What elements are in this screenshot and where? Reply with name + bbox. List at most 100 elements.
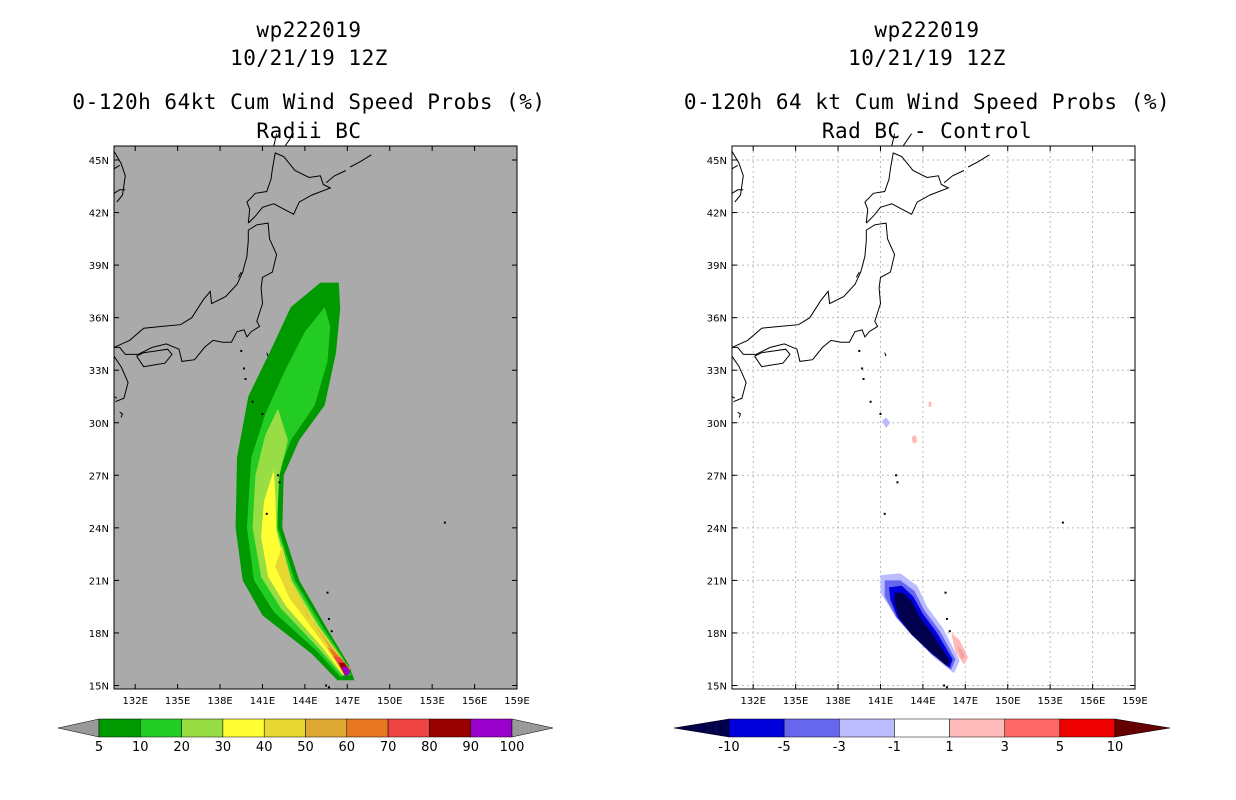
x-tick-label: 135E [165,696,190,707]
y-tick-label: 15N [707,681,727,692]
prob-contour-20 [252,408,351,675]
island-marker [327,686,330,689]
colorbar-label: -5 [778,740,791,755]
colorbar-high-arrow [1114,718,1171,738]
island-marker [244,377,247,380]
coastline-segment [266,352,269,357]
colorbar-swatch [263,718,306,738]
colorbar-label: 5 [95,740,103,755]
y-tick-label: 27N [89,471,109,482]
coastline-segment [113,222,278,362]
x-tick-label: 132E [741,696,766,707]
coastline-segment [113,355,129,403]
plot-frame [731,145,1136,690]
coastline-segment [884,352,887,357]
colorbar-swatch [222,718,265,738]
island-marker [325,684,328,687]
island-marker [945,686,948,689]
colorbar-label: 80 [421,740,438,755]
colorbar-swatch [1059,718,1116,738]
y-tick-label: 30N [89,419,109,430]
left-storm-id: wp222019 [256,18,362,42]
colorbar-label: 50 [297,740,314,755]
y-tick-label: 18N [89,629,109,640]
coastline-segment [113,189,126,194]
island-marker [861,367,864,370]
coastline-segment [902,133,913,147]
y-tick-label: 39N [707,261,727,272]
y-tick-label: 24N [89,524,109,535]
x-tick-label: 156E [1080,696,1105,707]
colorbar-label: 1 [945,740,953,755]
colorbar-label: 3 [1001,740,1009,755]
y-tick-label: 27N [707,471,727,482]
colorbar-label: 20 [173,740,190,755]
coastline-segment [891,133,896,147]
coastline-segment [855,271,860,278]
colorbar-label: 30 [215,740,232,755]
island-marker [261,412,264,415]
y-tick-label: 30N [707,419,727,430]
coastline-segment [731,189,744,194]
x-tick-label: 132E [123,696,148,707]
coastline-segment [284,133,295,147]
island-marker [895,474,898,477]
island-marker [948,630,951,633]
island-marker [883,512,886,515]
coastline-segment [349,154,372,168]
left-product-title: 0-120h 64kt Cum Wind Speed Probs (%) [72,90,546,114]
x-tick-label: 138E [825,696,850,707]
y-tick-label: 15N [89,681,109,692]
colorbar-swatch [839,718,895,738]
coastline-segment [237,271,242,278]
x-tick-label: 159E [1122,696,1147,707]
coastline-segment [737,411,742,418]
y-tick-label: 18N [707,629,727,640]
colorbar-label: -1 [888,740,901,755]
diff-blip-pos-2 [928,401,932,407]
coastline-segment [864,152,950,224]
island-marker [879,412,882,415]
island-marker [278,481,281,484]
x-tick-label: 135E [783,696,808,707]
colorbar-swatch [181,718,224,738]
x-tick-label: 150E [377,696,402,707]
coastline-segment [943,170,965,184]
colorbar-high-arrow [511,718,554,738]
colorbar-swatch [98,718,141,738]
y-tick-label: 21N [707,576,727,587]
diff-blip-pos [911,435,918,444]
plot-background [732,146,1135,689]
island-marker [330,630,333,633]
coastline-segment [136,348,173,368]
coastline-segment [325,170,347,184]
diff-contour-neg-10 [894,592,950,667]
island-marker [443,521,446,524]
colorbar-label: -10 [718,740,739,755]
island-marker [277,474,280,477]
coastline-segment [113,151,126,203]
x-tick-label: 141E [868,696,893,707]
colorbar-label: 40 [256,740,273,755]
coastline-segment [119,411,124,418]
prob-contour-90 [341,666,351,677]
left-subtitle: Radii BC [256,119,362,143]
plot-frame [113,145,518,690]
x-tick-label: 144E [910,696,935,707]
colorbar-low-arrow [673,718,730,738]
x-tick-label: 147E [953,696,978,707]
y-tick-label: 33N [707,366,727,377]
left-panel: wp222019 10/21/19 12Z 0-120h 64kt Cum Wi… [57,18,554,755]
left-datetime: 10/21/19 12Z [230,46,388,70]
right-storm-id: wp222019 [874,18,980,42]
coastline-segment [731,164,738,170]
y-tick-label: 33N [89,366,109,377]
y-tick-label: 42N [89,209,109,220]
x-tick-label: 138E [207,696,232,707]
right-panel: wp222019 10/21/19 12Z 0-120h 64 kt Cum W… [618,0,1236,800]
coastline-segment [967,154,990,168]
colorbar-label: 5 [1056,740,1064,755]
colorbar-label: 70 [380,740,397,755]
colorbar-low-arrow [57,718,100,738]
island-marker [896,481,899,484]
